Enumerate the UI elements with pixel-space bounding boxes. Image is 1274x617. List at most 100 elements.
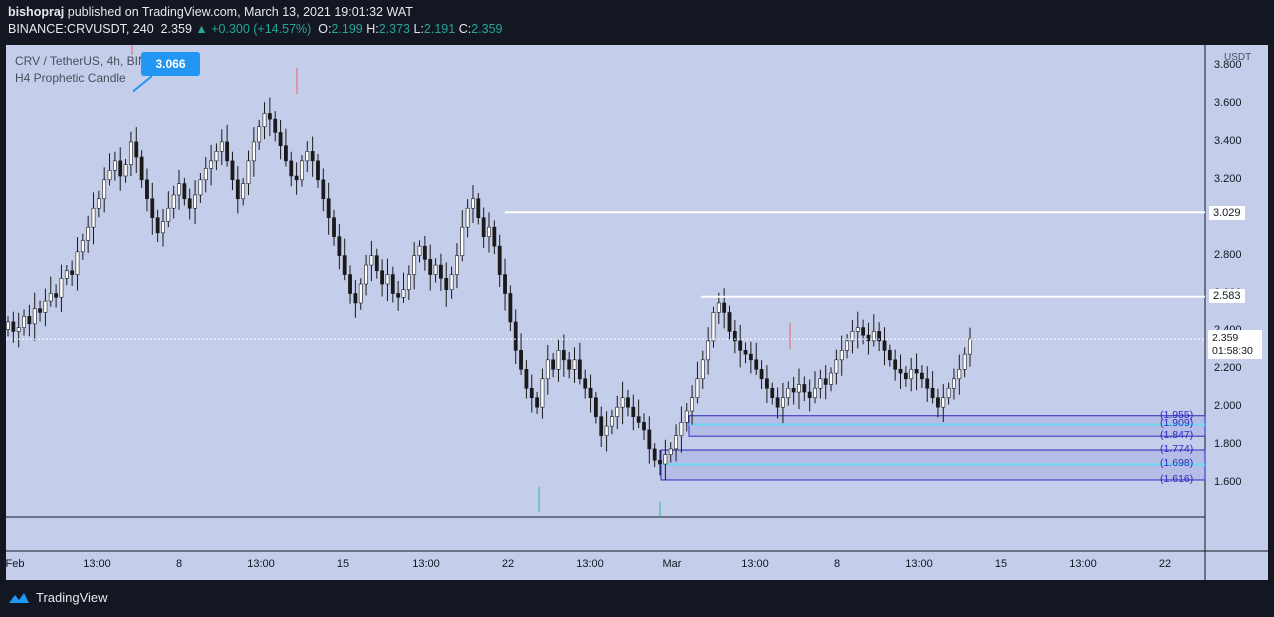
- low-value: 2.191: [423, 22, 456, 36]
- brand[interactable]: TradingView: [8, 590, 108, 605]
- candle-body: [930, 387, 935, 399]
- candle-body: [310, 151, 315, 162]
- candle-body: [919, 372, 924, 380]
- candle-body: [642, 422, 646, 431]
- candle-body: [797, 384, 801, 393]
- candle-body: [155, 217, 160, 234]
- candle-body: [209, 160, 213, 169]
- candle-body: [545, 359, 550, 380]
- candle-body: [326, 198, 331, 219]
- candle-body: [497, 245, 502, 275]
- candle-body: [754, 359, 759, 370]
- candle-body: [668, 448, 673, 455]
- time-scale-background: [6, 551, 1268, 580]
- candle-body: [936, 397, 940, 408]
- candle-body: [342, 255, 347, 275]
- candle-body: [107, 170, 112, 181]
- candle-body: [16, 327, 21, 332]
- candle-body: [406, 274, 411, 291]
- x-tick-label: 13:00: [1069, 558, 1097, 570]
- candle-body: [786, 387, 791, 399]
- candle-body: [551, 359, 556, 370]
- candle-body: [412, 255, 417, 275]
- candle-body: [893, 359, 898, 370]
- candle-body: [898, 368, 903, 374]
- candle-body: [193, 194, 197, 209]
- candle-body: [59, 278, 64, 298]
- current-price-label: 2.359 01:58:30: [1208, 330, 1262, 359]
- candle-body: [968, 338, 972, 355]
- candle-body: [476, 198, 481, 219]
- candle-body: [620, 397, 625, 408]
- candle-body: [524, 368, 529, 389]
- current-price-value: 2.359: [1212, 332, 1239, 344]
- x-tick-label: 13:00: [412, 558, 440, 570]
- candle-body: [887, 350, 892, 361]
- candle-body: [225, 141, 230, 162]
- candle-body: [27, 315, 32, 325]
- candle-body: [711, 312, 716, 342]
- candle-body: [626, 397, 630, 408]
- candle-body: [262, 113, 267, 128]
- change: ▲ +0.300 (+14.57%): [195, 22, 312, 36]
- candle-body: [171, 194, 176, 209]
- close-value: 2.359: [471, 22, 503, 36]
- level-label-3029: 3.029: [1209, 206, 1245, 220]
- candle-body: [775, 397, 780, 408]
- candle-body: [492, 226, 497, 247]
- candle-body: [791, 387, 796, 393]
- candle-body: [428, 259, 433, 275]
- candle-body: [588, 387, 593, 399]
- candle-body: [235, 179, 240, 200]
- candle-body: [75, 251, 80, 275]
- candle-body: [257, 126, 262, 143]
- candle-body: [748, 353, 753, 361]
- candle-body: [593, 397, 598, 417]
- high-value: 2.373: [378, 22, 410, 36]
- chart-legend-title: CRV / TetherUS, 4h, BINANCE: [15, 54, 180, 68]
- brand-name: TradingView: [36, 590, 108, 605]
- candle-body: [6, 321, 10, 330]
- candle-body: [679, 422, 684, 436]
- author[interactable]: bishopraj: [8, 5, 65, 19]
- candle-body: [123, 164, 128, 177]
- candle-body: [321, 179, 326, 200]
- candle-body: [925, 378, 930, 389]
- candle-body: [64, 270, 69, 279]
- candle-body: [941, 397, 946, 408]
- candle-body: [481, 217, 486, 237]
- candle-body: [674, 435, 678, 450]
- y-tick-label: 1.800: [1214, 438, 1242, 451]
- candle-body: [732, 331, 737, 342]
- candle-body: [267, 113, 272, 120]
- candle-body: [337, 236, 342, 256]
- candle-body: [161, 221, 165, 234]
- plot-background: [6, 45, 1205, 551]
- candle-body: [118, 160, 123, 177]
- candle-body: [727, 312, 732, 332]
- candle-body: [700, 359, 705, 380]
- candle-body: [390, 274, 395, 294]
- candle-body: [70, 270, 75, 275]
- candle-body: [962, 353, 967, 370]
- candle-body: [781, 397, 785, 408]
- high-label: H:: [366, 22, 379, 36]
- low-label: L:: [413, 22, 424, 36]
- candle-body: [385, 274, 390, 285]
- candle-body: [957, 368, 962, 380]
- candle-body: [22, 315, 26, 328]
- zone-price-label: (1.616): [1160, 472, 1194, 485]
- candle-body: [86, 226, 91, 241]
- candle-body: [91, 207, 96, 228]
- candle-body: [610, 416, 614, 427]
- candle-body: [166, 207, 171, 222]
- candle-body: [952, 378, 956, 389]
- candle-body: [567, 359, 572, 370]
- candle-body: [807, 391, 812, 399]
- candle-body: [134, 141, 139, 158]
- open-value: 2.199: [331, 22, 363, 36]
- y-tick-label: 3.600: [1214, 97, 1242, 109]
- candle-body: [449, 274, 454, 291]
- candle-body: [765, 378, 769, 389]
